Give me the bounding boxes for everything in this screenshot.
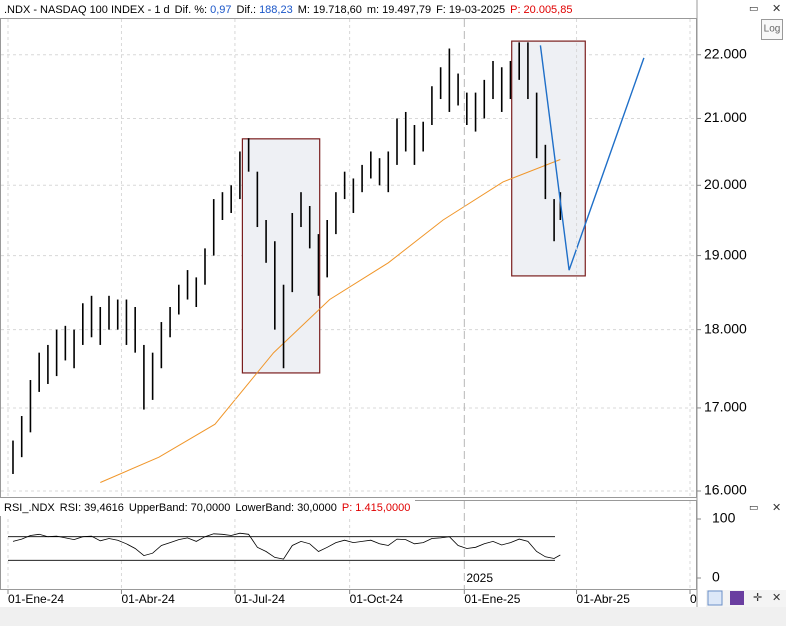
stat-label: UpperBand: (128, 502, 188, 514)
stat-label: Dif.: (236, 4, 257, 16)
x-axis: 01-Ene-24 01-Abr-24 01-Jul-24 01-Oct-24 01-E… (8, 592, 740, 606)
x-tick-label: 01-Jul-25 (690, 592, 740, 606)
y-tick-label: 0 (712, 569, 720, 585)
header-title: .NDX - NASDAQ 100 INDEX - 1 d (4, 4, 170, 16)
stat-value: 20.005,85 (523, 4, 573, 16)
x-tick-label: 01-Abr-24 (121, 592, 175, 606)
stat-label: M: (297, 4, 310, 16)
header-title: RSI_.NDX (4, 502, 55, 514)
menu-icon[interactable]: ▭ (749, 503, 758, 514)
y-tick-label: 21.000 (704, 109, 747, 125)
rsi-header: RSI_.NDX RSI: 39,4616 UpperBand: 70,0000 Lowe… (0, 500, 416, 516)
close-icon[interactable]: ✕ (772, 3, 781, 15)
y-tick-label: 17.000 (704, 399, 747, 415)
stat-label: RSI: (59, 502, 82, 514)
log-button-label[interactable]: Log (764, 24, 781, 35)
stat-value: 1.415,0000 (355, 502, 411, 514)
log-button[interactable] (761, 19, 783, 40)
highlight-box (511, 40, 586, 277)
y-tick-label: 18.000 (704, 320, 747, 336)
stat-label: P: (510, 4, 521, 16)
stat-label: Dif. %: (174, 4, 208, 16)
icon[interactable]: ✛ (753, 592, 762, 604)
y-tick-label: 22.000 (704, 45, 747, 61)
rsi-line (12, 532, 561, 560)
stat-value: 188,23 (259, 4, 293, 16)
y-tick-label: 16.000 (704, 482, 747, 498)
y-tick-label: 100 (712, 510, 736, 526)
stat-value: 0,97 (210, 4, 232, 16)
price-header: .NDX - NASDAQ 100 INDEX - 1 d Dif. %: 0,97… (0, 2, 578, 18)
toolbar (706, 590, 786, 607)
x-tick-label: 01-Ene-25 (464, 592, 520, 606)
y-tick-label: 19.000 (704, 246, 747, 262)
status-strip (0, 607, 786, 626)
y-tick-label: 20.000 (704, 176, 747, 192)
stat-label: P: (341, 502, 353, 514)
button[interactable] (707, 590, 723, 606)
stat-value: 39,4616 (84, 502, 124, 514)
stat-value: 70,0000 (190, 502, 231, 514)
stat-label: LowerBand: (235, 502, 295, 514)
stat-value: 19.497,79 (382, 4, 432, 16)
projection-line (539, 45, 645, 271)
x-tick-label: 01-Ene-24 (8, 592, 64, 606)
year-marker: 2025 (466, 571, 493, 585)
stat-label: F: (436, 4, 446, 16)
x-tick-label: 01-Abr-25 (577, 592, 631, 606)
button[interactable] (730, 591, 744, 605)
plot-area (1, 40, 697, 492)
moving-average (100, 159, 561, 483)
x-tick-label: 01-Oct-24 (350, 592, 404, 606)
stat-value: 19-03-2025 (448, 4, 506, 16)
icon[interactable]: ✕ (772, 592, 781, 604)
close-icon[interactable]: ✕ (772, 502, 781, 514)
stat-value: 19.718,60 (312, 4, 362, 16)
stat-label: m: (366, 4, 380, 16)
stat-value: 30,0000 (297, 502, 337, 514)
highlight-box (241, 138, 321, 374)
menu-icon[interactable]: ▭ (749, 4, 758, 15)
x-tick-label: 01-Jul-24 (235, 592, 285, 606)
